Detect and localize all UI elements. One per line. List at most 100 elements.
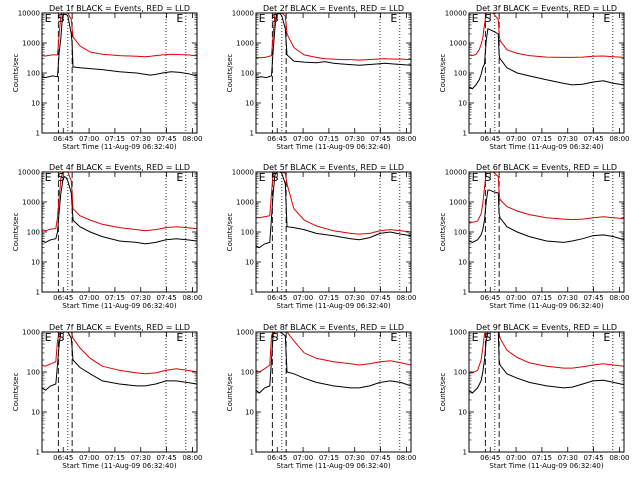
plot-frame <box>468 171 625 293</box>
x-tick-label: 07:45 <box>156 135 176 143</box>
events-series-line <box>42 13 197 79</box>
y-tick-label: 100 <box>27 369 40 377</box>
y-tick-label: 1000 <box>236 329 254 337</box>
x-tick-label: 07:45 <box>583 294 603 302</box>
marker-label: E <box>176 171 183 184</box>
y-tick-label: 1 <box>250 449 254 457</box>
events-series-line <box>256 172 411 249</box>
plot-frame <box>41 171 198 293</box>
marker-label: E <box>45 171 52 184</box>
y-tick-label: 10 <box>245 100 254 108</box>
lld-series-line <box>256 332 411 373</box>
x-tick-label: 07:00 <box>293 294 313 302</box>
panel-title: Det 8f BLACK = Events, RED = LLD <box>263 323 404 332</box>
y-tick-label: 1 <box>250 289 254 297</box>
marker-label: E <box>472 331 479 344</box>
y-tick-label: 10000 <box>232 10 254 18</box>
y-tick-label: 10 <box>31 100 40 108</box>
y-tick-label: 10 <box>31 409 40 417</box>
lld-series-line <box>42 13 197 58</box>
y-tick-label: 100 <box>241 70 254 78</box>
lld-series-line <box>42 172 197 232</box>
x-tick-label: 07:00 <box>293 135 313 143</box>
marker-label: E <box>45 331 52 344</box>
y-tick-label: 100 <box>454 229 467 237</box>
marker-label: E <box>45 12 52 25</box>
plot-frame <box>255 12 412 134</box>
x-tick-label: 06:45 <box>480 294 500 302</box>
marker-label: E <box>603 331 610 344</box>
y-tick-label: 100 <box>454 70 467 78</box>
y-tick-label: 10 <box>458 409 467 417</box>
y-tick-label: 10000 <box>18 10 40 18</box>
x-tick-label: 07:15 <box>319 294 339 302</box>
y-axis-label: Counts/sec <box>226 373 234 412</box>
y-tick-label: 1000 <box>449 329 467 337</box>
y-tick-label: 1000 <box>22 199 40 207</box>
x-tick-label: 07:30 <box>558 135 578 143</box>
lld-series-line <box>256 172 411 235</box>
x-tick-label: 08:00 <box>182 294 202 302</box>
x-tick-label: 07:15 <box>105 294 125 302</box>
plot-frame <box>255 331 412 453</box>
y-axis-label: Counts/sec <box>226 213 234 252</box>
x-tick-label: 07:00 <box>506 135 526 143</box>
y-axis-label: Counts/sec <box>12 54 20 93</box>
plot-frame <box>468 331 625 453</box>
y-axis-label: Counts/sec <box>12 213 20 252</box>
y-tick-label: 10 <box>245 409 254 417</box>
x-tick-label: 07:15 <box>105 135 125 143</box>
detector-panel-1: Det 1f BLACK = Events, RED = LLD 1 10 100 10… <box>12 4 203 151</box>
y-tick-label: 100 <box>241 229 254 237</box>
y-tick-label: 10000 <box>232 169 254 177</box>
y-tick-label: 1000 <box>22 329 40 337</box>
x-tick-label: 07:00 <box>79 135 99 143</box>
x-axis-label: Start Time (11-Aug-09 06:32:40) <box>276 143 390 151</box>
x-tick-label: 07:30 <box>345 135 365 143</box>
marker-label: S <box>272 331 279 344</box>
x-tick-label: 07:00 <box>506 454 526 462</box>
lld-series-line <box>42 332 197 375</box>
x-axis-label: Start Time (11-Aug-09 06:32:40) <box>276 302 390 310</box>
x-tick-label: 07:15 <box>532 294 552 302</box>
x-tick-label: 06:45 <box>480 135 500 143</box>
x-axis-label: Start Time (11-Aug-09 06:32:40) <box>62 143 176 151</box>
x-tick-label: 07:00 <box>506 294 526 302</box>
marker-label: E <box>390 12 397 25</box>
x-tick-label: 08:00 <box>609 294 629 302</box>
x-tick-label: 07:15 <box>532 135 552 143</box>
marker-label: S <box>485 12 492 25</box>
marker-label: S <box>485 171 492 184</box>
x-tick-label: 07:30 <box>558 454 578 462</box>
x-tick-label: 07:45 <box>156 454 176 462</box>
y-tick-label: 10 <box>458 259 467 267</box>
x-tick-label: 07:30 <box>131 135 151 143</box>
y-axis-label: Counts/sec <box>12 373 20 412</box>
x-axis-label: Start Time (11-Aug-09 06:32:40) <box>489 302 603 310</box>
x-tick-label: 06:45 <box>267 294 287 302</box>
y-tick-label: 10 <box>31 259 40 267</box>
events-series-line <box>256 13 411 79</box>
lld-series-line <box>469 332 624 374</box>
x-axis-label: Start Time (11-Aug-09 06:32:40) <box>62 302 176 310</box>
marker-label: E <box>390 331 397 344</box>
x-axis-label: Start Time (11-Aug-09 06:32:40) <box>276 462 390 470</box>
plot-frame <box>41 12 198 134</box>
panel-title: Det 6f BLACK = Events, RED = LLD <box>476 163 617 172</box>
x-tick-label: 07:00 <box>293 454 313 462</box>
marker-label: S <box>272 171 279 184</box>
x-tick-label: 07:45 <box>583 454 603 462</box>
marker-label: S <box>272 12 279 25</box>
detector-panel-5: Det 5f BLACK = Events, RED = LLD 1 10 100 10… <box>226 163 417 310</box>
x-tick-label: 06:45 <box>267 454 287 462</box>
x-tick-label: 06:45 <box>480 454 500 462</box>
events-series-line <box>469 27 624 90</box>
panel-title: Det 7f BLACK = Events, RED = LLD <box>49 323 190 332</box>
y-tick-label: 100 <box>27 229 40 237</box>
marker-label: S <box>485 331 492 344</box>
lld-series-line <box>469 13 624 58</box>
marker-label: E <box>259 331 266 344</box>
x-axis-label: Start Time (11-Aug-09 06:32:40) <box>489 462 603 470</box>
x-tick-label: 08:00 <box>396 294 416 302</box>
